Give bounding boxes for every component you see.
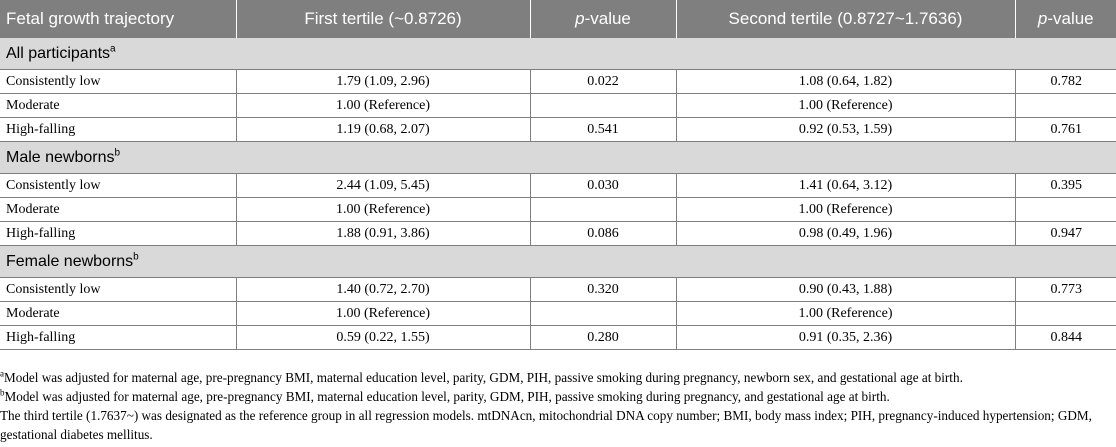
- first-tertile-cell: 1.88 (0.91, 3.86): [235, 221, 531, 246]
- trajectory-cell: High-falling: [0, 117, 237, 142]
- group-label-cell: Male newbornsb: [0, 141, 1116, 174]
- trajectory-cell: High-falling: [0, 325, 237, 350]
- header-p-rest-1: -value: [584, 9, 631, 28]
- group-row: Male newbornsb: [0, 141, 1116, 174]
- p-value-2-cell: 0.947: [1014, 221, 1116, 246]
- p-value-1-cell: [529, 197, 677, 222]
- p-value-2-cell: [1014, 197, 1116, 222]
- table-row: Moderate 1.00 (Reference) 1.00 (Referenc…: [0, 197, 1116, 222]
- footnote-general: The third tertile (1.7637~) was designat…: [0, 406, 1112, 444]
- trajectory-cell: Consistently low: [0, 69, 237, 94]
- footnote-text: The third tertile (1.7637~) was designat…: [0, 408, 1092, 442]
- group-label-cell: All participantsa: [0, 38, 1116, 70]
- second-tertile-cell: 1.00 (Reference): [675, 197, 1016, 222]
- second-tertile-cell: 0.90 (0.43, 1.88): [675, 277, 1016, 302]
- table-footnotes: aModel was adjusted for maternal age, pr…: [0, 368, 1112, 444]
- table-row: Moderate 1.00 (Reference) 1.00 (Referenc…: [0, 301, 1116, 326]
- first-tertile-cell: 1.40 (0.72, 2.70): [235, 277, 531, 302]
- table-row: Consistently low 2.44 (1.09, 5.45) 0.030…: [0, 173, 1116, 198]
- footnote-marker: b: [133, 251, 139, 263]
- first-tertile-cell: 1.19 (0.68, 2.07): [235, 117, 531, 142]
- results-table: Fetal growth trajectory First tertile (~…: [0, 0, 1116, 350]
- p-value-1-cell: 0.086: [529, 221, 677, 246]
- p-value-1-cell: [529, 93, 677, 118]
- footnote-marker: b: [0, 387, 5, 398]
- table-row: Consistently low 1.40 (0.72, 2.70) 0.320…: [0, 277, 1116, 302]
- p-value-2-cell: [1014, 301, 1116, 326]
- header-p-value-1: p-value: [530, 0, 677, 38]
- p-value-2-cell: 0.782: [1014, 69, 1116, 94]
- table-row: Consistently low 1.79 (1.09, 2.96) 0.022…: [0, 69, 1116, 94]
- trajectory-cell: Moderate: [0, 301, 237, 326]
- header-row: Fetal growth trajectory First tertile (~…: [0, 0, 1116, 38]
- group-row: Female newbornsb: [0, 245, 1116, 278]
- trajectory-cell: Consistently low: [0, 173, 237, 198]
- table-row: Moderate 1.00 (Reference) 1.00 (Referenc…: [0, 93, 1116, 118]
- trajectory-cell: Moderate: [0, 93, 237, 118]
- p-value-2-cell: 0.761: [1014, 117, 1116, 142]
- p-value-1-cell: 0.280: [529, 325, 677, 350]
- p-value-2-cell: 0.773: [1014, 277, 1116, 302]
- second-tertile-cell: 1.41 (0.64, 3.12): [675, 173, 1016, 198]
- first-tertile-cell: 1.79 (1.09, 2.96): [235, 69, 531, 94]
- first-tertile-cell: 1.00 (Reference): [235, 301, 531, 326]
- p-value-1-cell: [529, 301, 677, 326]
- trajectory-cell: Moderate: [0, 197, 237, 222]
- p-value-1-cell: 0.022: [529, 69, 677, 94]
- table-row: High-falling 1.88 (0.91, 3.86) 0.086 0.9…: [0, 221, 1116, 246]
- table-row: High-falling 0.59 (0.22, 1.55) 0.280 0.9…: [0, 325, 1116, 350]
- header-trajectory: Fetal growth trajectory: [0, 0, 237, 38]
- header-p-rest-2: -value: [1047, 9, 1094, 28]
- p-value-1-cell: 0.320: [529, 277, 677, 302]
- group-row: All participantsa: [0, 38, 1116, 70]
- second-tertile-cell: 1.08 (0.64, 1.82): [675, 69, 1016, 94]
- trajectory-cell: High-falling: [0, 221, 237, 246]
- results-table-container: Fetal growth trajectory First tertile (~…: [0, 0, 1116, 350]
- footnote-a: aModel was adjusted for maternal age, pr…: [0, 368, 1112, 387]
- footnote-marker: a: [0, 368, 4, 379]
- footnote-text: Model was adjusted for maternal age, pre…: [4, 370, 963, 385]
- first-tertile-cell: 0.59 (0.22, 1.55): [235, 325, 531, 350]
- second-tertile-cell: 0.98 (0.49, 1.96): [675, 221, 1016, 246]
- second-tertile-cell: 1.00 (Reference): [675, 93, 1016, 118]
- header-second-tertile: Second tertile (0.8727~1.7636): [676, 0, 1016, 38]
- footnote-text: Model was adjusted for maternal age, pre…: [4, 389, 890, 404]
- footnote-marker: b: [114, 147, 121, 159]
- second-tertile-cell: 0.91 (0.35, 2.36): [675, 325, 1016, 350]
- first-tertile-cell: 1.00 (Reference): [235, 93, 531, 118]
- header-p-italic-1: p: [575, 9, 585, 28]
- header-first-tertile: First tertile (~0.8726): [236, 0, 531, 38]
- p-value-2-cell: 0.395: [1014, 173, 1116, 198]
- trajectory-cell: Consistently low: [0, 277, 237, 302]
- first-tertile-cell: 2.44 (1.09, 5.45): [235, 173, 531, 198]
- header-p-italic-2: p: [1037, 9, 1048, 28]
- table-body: All participantsa Consistently low 1.79 …: [0, 38, 1116, 350]
- group-label: All participants: [6, 44, 111, 62]
- header-p-value-2: p-value: [1015, 0, 1116, 38]
- group-label: Female newborns: [6, 252, 134, 270]
- p-value-2-cell: [1014, 93, 1116, 118]
- footnote-marker: a: [110, 43, 116, 55]
- second-tertile-cell: 0.92 (0.53, 1.59): [675, 117, 1016, 142]
- p-value-1-cell: 0.030: [529, 173, 677, 198]
- first-tertile-cell: 1.00 (Reference): [235, 197, 531, 222]
- footnote-b: bModel was adjusted for maternal age, pr…: [0, 387, 1112, 406]
- group-label: Male newborns: [6, 148, 115, 166]
- group-label-cell: Female newbornsb: [0, 245, 1116, 278]
- p-value-1-cell: 0.541: [529, 117, 677, 142]
- table-row: High-falling 1.19 (0.68, 2.07) 0.541 0.9…: [0, 117, 1116, 142]
- second-tertile-cell: 1.00 (Reference): [675, 301, 1016, 326]
- p-value-2-cell: 0.844: [1014, 325, 1116, 350]
